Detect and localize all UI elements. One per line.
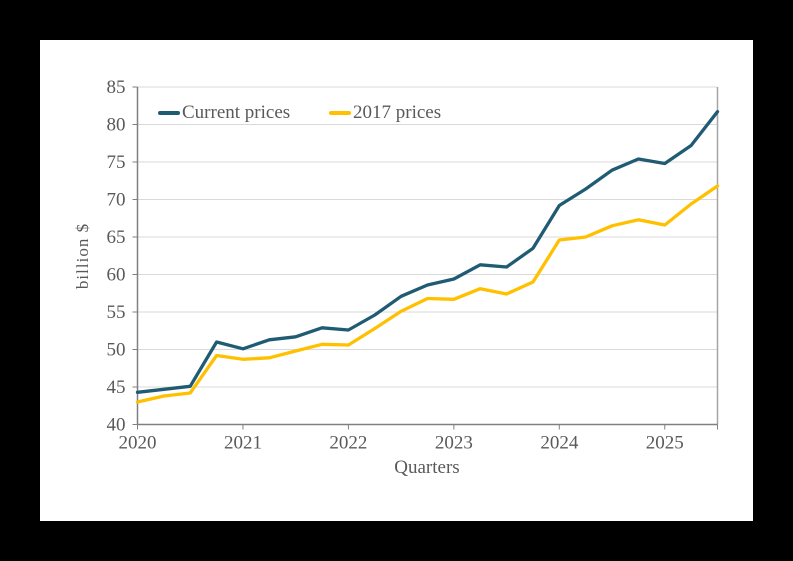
legend-swatch-2017-prices bbox=[329, 111, 351, 115]
y-tick-label-65: 65 bbox=[107, 227, 126, 248]
legend-swatch-current-prices bbox=[158, 111, 180, 115]
x-tick-label-2023: 2023 bbox=[435, 433, 473, 454]
x-tick-label-2025: 2025 bbox=[646, 433, 684, 454]
x-tick-label-2020: 2020 bbox=[119, 433, 157, 454]
y-tick-label-45: 45 bbox=[107, 377, 126, 398]
legend-item-2017-prices: 2017 prices bbox=[329, 101, 441, 125]
chart-legend: Current prices 2017 prices bbox=[40, 101, 753, 125]
y-tick-label-75: 75 bbox=[107, 152, 126, 173]
y-tick-label-85: 85 bbox=[107, 77, 126, 98]
line-chart: 40 45 50 55 60 65 70 75 80 85 2020 2021 2022 2023 2024… bbox=[107, 77, 720, 454]
x-tick-label-2022: 2022 bbox=[329, 433, 367, 454]
legend-label-current-prices: Current prices bbox=[182, 102, 291, 123]
legend-label-2017-prices: 2017 prices bbox=[353, 102, 442, 123]
x-tick-label-2024: 2024 bbox=[540, 433, 579, 454]
chart-page: 40 45 50 55 60 65 70 75 80 85 2020 2021 2022 2023 2024… bbox=[40, 40, 753, 521]
series-line-current-prices bbox=[135, 110, 720, 394]
x-axis-title: Quarters bbox=[394, 457, 460, 478]
y-tick-label-50: 50 bbox=[107, 340, 126, 361]
x-tick-label-2021: 2021 bbox=[224, 433, 262, 454]
series-line-2017-prices bbox=[135, 184, 720, 404]
y-tick-label-60: 60 bbox=[107, 265, 126, 286]
y-tick-label-70: 70 bbox=[107, 190, 126, 211]
y-tick-label-80: 80 bbox=[107, 115, 126, 136]
y-axis-title: billion $ bbox=[73, 222, 92, 290]
y-tick-label-55: 55 bbox=[107, 302, 126, 323]
legend-item-current-prices: Current prices bbox=[158, 101, 290, 125]
y-tick-label-40: 40 bbox=[107, 415, 126, 436]
